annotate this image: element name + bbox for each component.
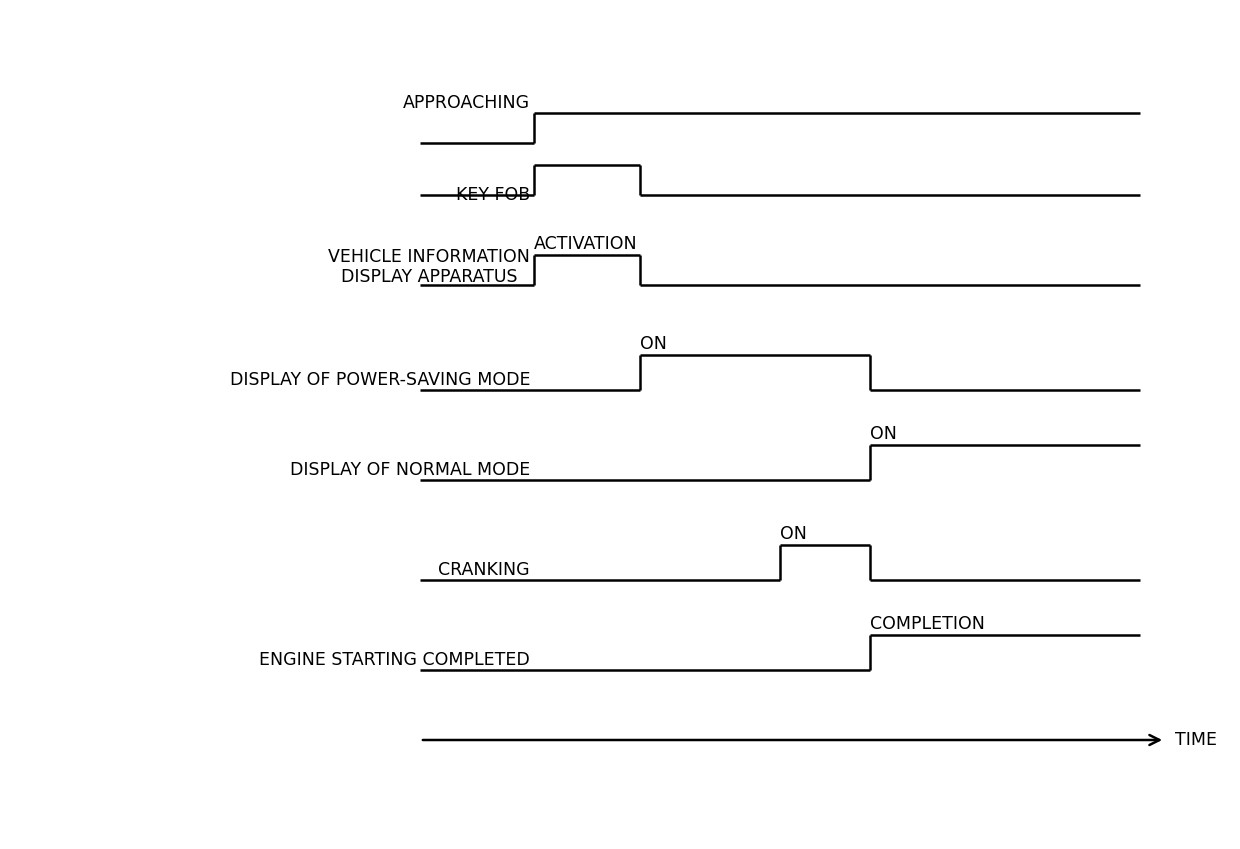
Text: CRANKING: CRANKING (439, 561, 529, 579)
Text: DISPLAY OF POWER-SAVING MODE: DISPLAY OF POWER-SAVING MODE (229, 371, 529, 389)
Text: ACTIVATION: ACTIVATION (534, 235, 637, 253)
Text: COMPLETION: COMPLETION (870, 615, 985, 633)
Text: ENGINE STARTING COMPLETED: ENGINE STARTING COMPLETED (259, 651, 529, 669)
Text: ON: ON (780, 525, 807, 543)
Text: DISPLAY OF NORMAL MODE: DISPLAY OF NORMAL MODE (290, 461, 529, 479)
Text: ON: ON (640, 335, 667, 353)
Text: ON: ON (870, 425, 897, 443)
Text: TIME: TIME (1176, 731, 1216, 749)
Text: KEY FOB: KEY FOB (456, 186, 529, 204)
Text: APPROACHING: APPROACHING (403, 94, 529, 112)
Text: VEHICLE INFORMATION
DISPLAY APPARATUS: VEHICLE INFORMATION DISPLAY APPARATUS (329, 248, 529, 286)
